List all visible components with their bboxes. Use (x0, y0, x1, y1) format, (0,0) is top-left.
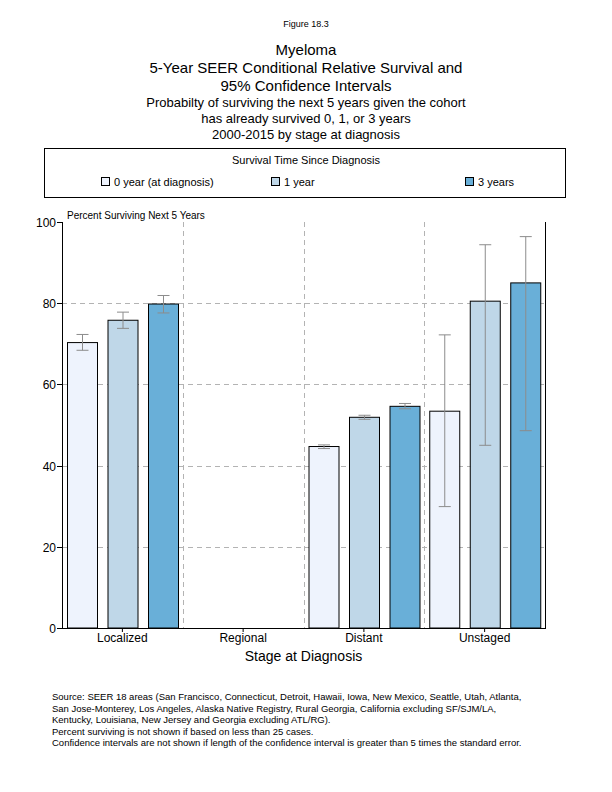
x-tick-label: Unstaged (459, 631, 510, 645)
y-tick (57, 628, 62, 629)
bar (108, 320, 138, 628)
category-divider (183, 222, 184, 628)
error-cap (399, 403, 411, 404)
footnote: Confidence intervals are not shown if le… (52, 737, 521, 748)
error-cap (77, 350, 89, 351)
x-axis-line (62, 628, 546, 629)
x-tick-label: Localized (97, 631, 148, 645)
legend-swatch (466, 178, 474, 186)
bar (149, 304, 179, 628)
error-bar (399, 403, 411, 408)
error-stem (364, 415, 365, 419)
grid (62, 222, 545, 628)
error-cap (479, 244, 491, 245)
y-tick-label: 40 (43, 460, 57, 474)
error-bar (158, 295, 170, 312)
y-tick (57, 547, 62, 548)
error-bar (318, 445, 330, 449)
background (0, 0, 612, 792)
error-stem (405, 403, 406, 408)
y-tick-label: 100 (36, 216, 56, 230)
error-cap (158, 295, 170, 296)
error-stem (444, 335, 445, 507)
error-cap (399, 408, 411, 409)
y-tick (57, 303, 62, 304)
bar (390, 406, 420, 628)
legend-label: 0 year (at diagnosis) (114, 176, 214, 188)
footnote: Source: SEER 18 areas (San Francisco, Co… (52, 691, 521, 702)
legend-swatch (272, 178, 280, 186)
error-stem (525, 237, 526, 431)
error-cap (520, 430, 532, 431)
bar (68, 343, 98, 628)
description: 2000-2015 by stage at diagnosis (212, 127, 400, 142)
y-tick-label: 0 (49, 622, 56, 636)
error-cap (117, 328, 129, 329)
y-axis-line (62, 222, 63, 628)
y-axis-label: Percent Surviving Next 5 Years (67, 210, 205, 221)
chart: Figure 18.3 Myeloma5-Year SEER Conditiona… (0, 0, 612, 792)
y-tick (57, 384, 62, 385)
error-stem (485, 245, 486, 446)
category-divider (304, 222, 305, 628)
legend: Survival Time Since Diagnosis 0 year (at … (45, 149, 566, 198)
footnote: Kentucky, Louisiana, New Jersey and Geor… (52, 714, 330, 725)
axes: 0 20 40 60 80 100 Localized Regional Distant Unst… (36, 216, 546, 646)
error-bar (439, 335, 451, 507)
category-divider (424, 222, 425, 628)
bar (350, 417, 380, 628)
y-tick (57, 466, 62, 467)
y-tick-label: 80 (43, 297, 57, 311)
y-tick-label: 60 (43, 378, 57, 392)
legend-title: Survival Time Since Diagnosis (232, 154, 380, 166)
x-axis-label: Stage at Diagnosis (245, 648, 363, 664)
error-cap (318, 448, 330, 449)
error-bar (117, 312, 129, 328)
y-tick-label: 20 (43, 541, 57, 555)
legend-label: 1 year (284, 176, 315, 188)
error-bar (359, 415, 371, 419)
title: Myeloma (276, 41, 338, 58)
error-stem (123, 312, 124, 328)
subtitle: 95% Confidence Intervals (221, 77, 392, 94)
error-cap (158, 312, 170, 313)
footnote: Percent surviving is not shown if based … (52, 726, 313, 737)
description: Probabilty of surviving the next 5 years… (146, 95, 466, 110)
legend-frame (45, 149, 566, 198)
footnote: San Jose-Monterey, Los Angeles, Alaska N… (52, 703, 496, 714)
legend-label: 3 years (478, 176, 515, 188)
right-frame-line (545, 222, 546, 628)
error-cap (479, 445, 491, 446)
bars (68, 237, 541, 628)
figure-label: Figure 18.3 (283, 19, 329, 29)
error-bar (479, 245, 491, 446)
error-cap (359, 415, 371, 416)
error-stem (163, 295, 164, 312)
error-cap (439, 334, 451, 335)
legend-swatch (102, 178, 110, 186)
error-cap (318, 444, 330, 445)
error-cap (439, 506, 451, 507)
bar (309, 447, 339, 628)
error-bar (520, 237, 532, 431)
error-cap (117, 312, 129, 313)
error-stem (82, 334, 83, 350)
x-tick-label: Distant (345, 631, 383, 645)
x-tick-label: Regional (219, 631, 266, 645)
error-cap (359, 419, 371, 420)
error-cap (520, 236, 532, 237)
subtitle: 5-Year SEER Conditional Relative Surviva… (150, 59, 463, 76)
error-stem (324, 445, 325, 449)
error-bar (77, 334, 89, 350)
description: has already survived 0, 1, or 3 years (201, 111, 411, 126)
error-cap (77, 334, 89, 335)
y-tick (57, 222, 62, 223)
